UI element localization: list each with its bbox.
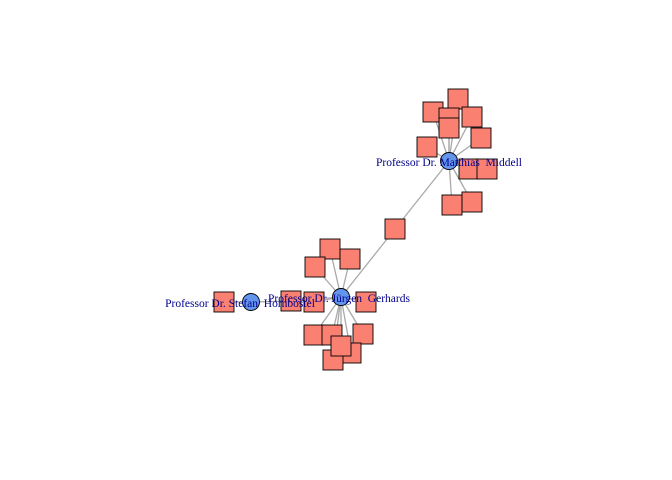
edge-d12-gerhards (340, 228, 396, 298)
document-node (303, 291, 325, 313)
document-node (416, 136, 438, 158)
document-node (355, 291, 377, 313)
document-node (384, 218, 406, 240)
document-node-layer (213, 88, 498, 371)
document-node (476, 158, 498, 180)
document-node (319, 238, 341, 260)
person-label-layer: Professor Dr. Matthias Middell Professor … (165, 157, 522, 310)
document-node (213, 291, 235, 313)
person-node-gerhards (332, 288, 350, 306)
document-node (470, 127, 492, 149)
person-label-gerhards: Professor Dr. Jürgen Gerhards (268, 293, 410, 305)
person-label-hornbostel: Professor Dr. Stefan Hornbostel (165, 298, 315, 310)
document-node (352, 323, 374, 345)
document-node (441, 194, 463, 216)
document-node (303, 324, 325, 346)
person-node-hornbostel (242, 293, 260, 311)
document-node (461, 191, 483, 213)
document-node (304, 256, 326, 278)
document-node (339, 248, 361, 270)
document-node (280, 290, 302, 312)
edge-d12-middell (394, 160, 450, 230)
document-node (330, 335, 352, 357)
document-node (447, 88, 469, 110)
document-node (438, 117, 460, 139)
person-label-middell: Professor Dr. Matthias Middell (376, 157, 522, 169)
person-node-middell (440, 152, 458, 170)
person-node-layer (242, 152, 458, 311)
document-node (461, 106, 483, 128)
